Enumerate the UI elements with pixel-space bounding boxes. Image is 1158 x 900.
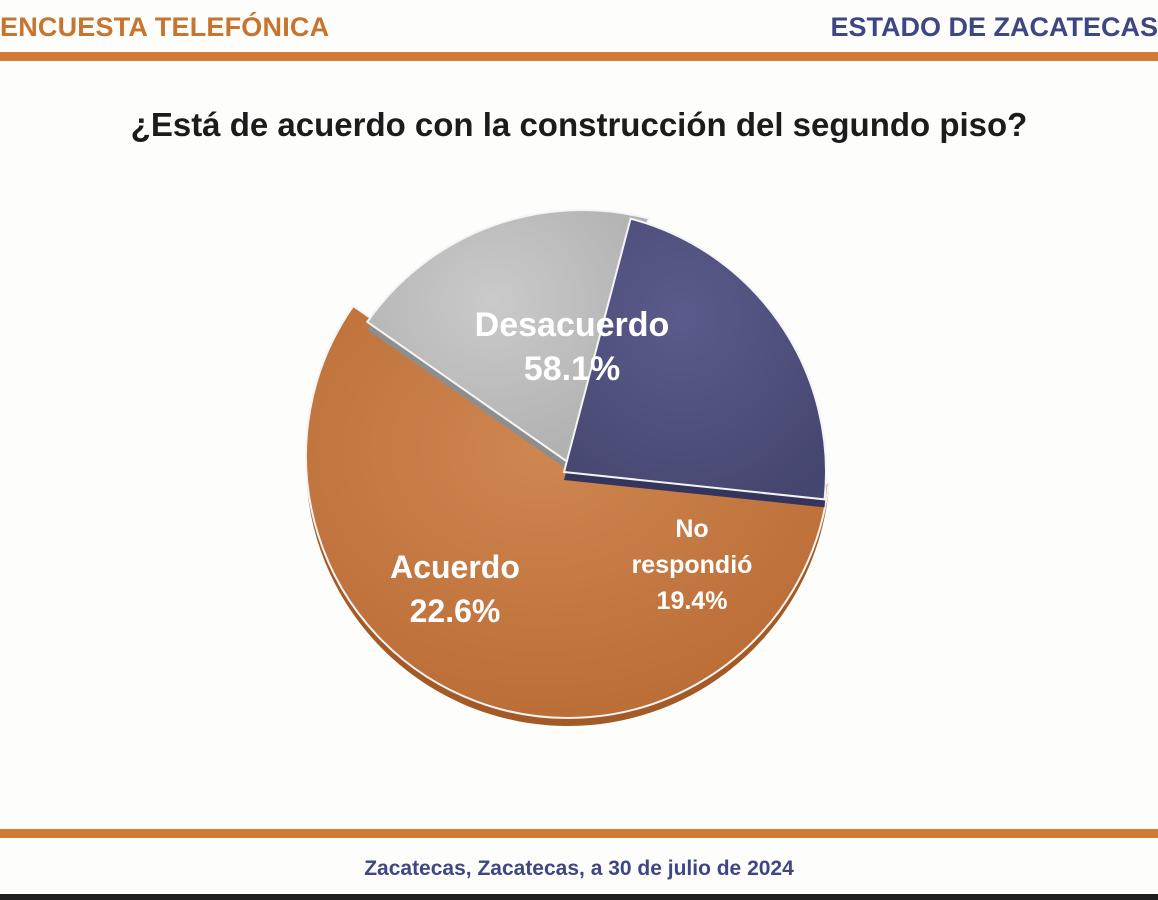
header-left-title: ENCUESTA TELEFÓNICA <box>0 12 330 42</box>
slice-value-2: 19.4% <box>657 587 728 615</box>
bottom-edge <box>0 894 1158 900</box>
top-divider <box>0 52 1158 61</box>
slice-label-2-1: No <box>675 515 708 543</box>
slice-label-3: Acuerdo <box>390 549 520 585</box>
slice-label-2-2: respondió <box>632 551 753 579</box>
chart-title: ¿Está de acuerdo con la construcción del… <box>130 106 1028 143</box>
header-right-title: ESTADO DE ZACATECAS <box>830 12 1158 42</box>
footer-date: Zacatecas, Zacatecas, a 30 de julio de 2… <box>364 857 794 880</box>
slice-value-1: 58.1% <box>524 350 620 388</box>
slice-label-1: Desacuerdo <box>475 306 670 344</box>
pie-slice-3 <box>562 217 827 501</box>
bottom-divider <box>0 829 1158 838</box>
pie-slice-1 <box>305 304 830 719</box>
pie-slice-2 <box>365 209 650 474</box>
slice-value-3: 22.6% <box>410 593 501 629</box>
